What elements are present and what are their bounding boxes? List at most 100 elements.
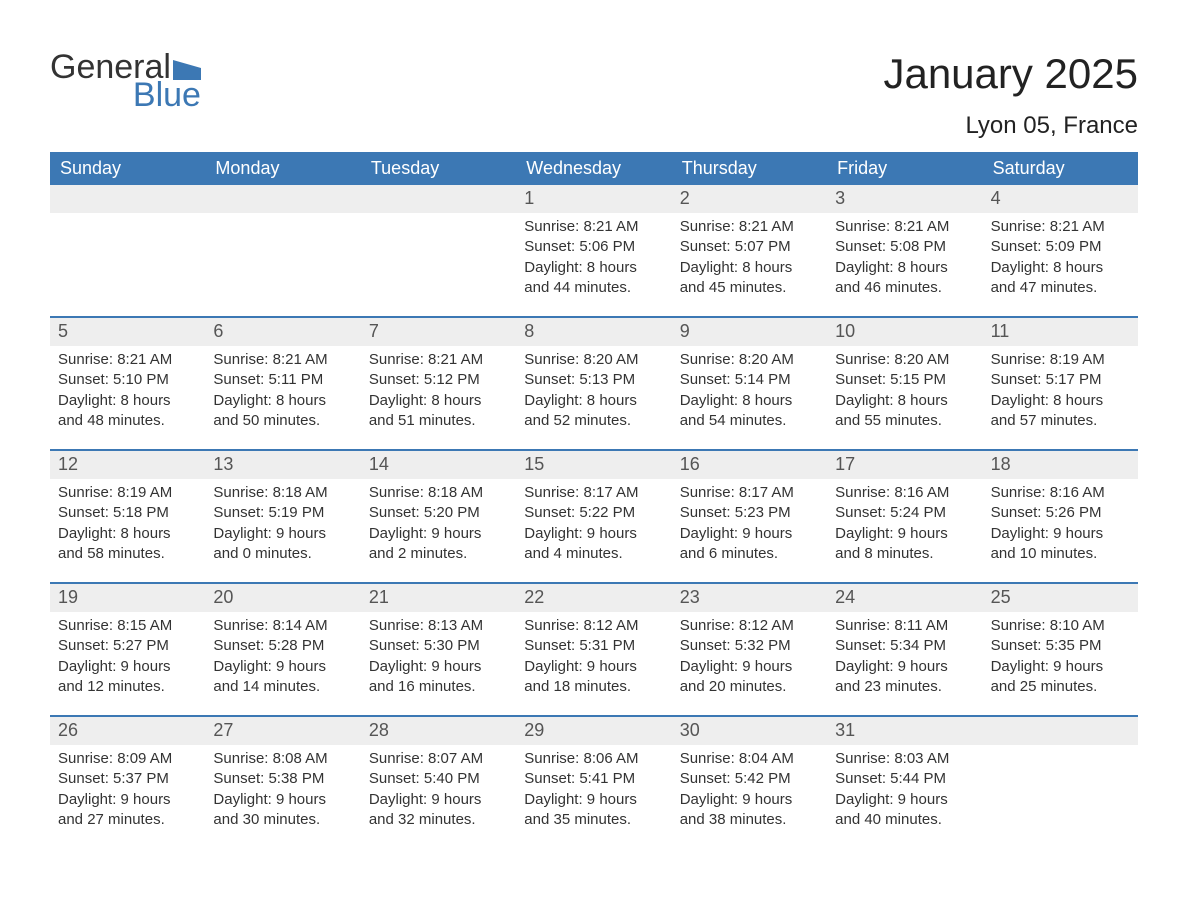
sunset-text: Sunset: 5:17 PM [991,370,1130,390]
week-row: 26Sunrise: 8:09 AMSunset: 5:37 PMDayligh… [50,715,1138,848]
day-body: Sunrise: 8:07 AMSunset: 5:40 PMDaylight:… [361,745,516,830]
weekday-header: Tuesday [361,152,516,185]
day-cell: 26Sunrise: 8:09 AMSunset: 5:37 PMDayligh… [50,717,205,848]
sunset-text: Sunset: 5:14 PM [680,370,819,390]
day-number: 29 [516,717,671,745]
sunset-text: Sunset: 5:08 PM [835,237,974,257]
sunrise-text: Sunrise: 8:21 AM [213,350,352,370]
day-body: Sunrise: 8:21 AMSunset: 5:09 PMDaylight:… [983,213,1138,298]
daylight-text: Daylight: 9 hours and 6 minutes. [680,524,819,565]
day-number: 28 [361,717,516,745]
daylight-text: Daylight: 8 hours and 47 minutes. [991,258,1130,299]
sunset-text: Sunset: 5:24 PM [835,503,974,523]
daylight-text: Daylight: 9 hours and 10 minutes. [991,524,1130,565]
daylight-text: Daylight: 8 hours and 46 minutes. [835,258,974,299]
sunset-text: Sunset: 5:09 PM [991,237,1130,257]
sunrise-text: Sunrise: 8:21 AM [524,217,663,237]
sunrise-text: Sunrise: 8:12 AM [680,616,819,636]
day-cell: 17 Sunrise: 8:16 AMSunset: 5:24 PMDayligh… [827,451,982,582]
weekday-header: Saturday [983,152,1138,185]
weekday-header: Sunday [50,152,205,185]
month-title: January 2025 [883,50,1138,98]
daylight-text: Daylight: 9 hours and 4 minutes. [524,524,663,565]
day-body: Sunrise: 8:20 AMSunset: 5:14 PMDaylight:… [672,346,827,431]
daylight-text: Daylight: 9 hours and 0 minutes. [213,524,352,565]
daylight-text: Daylight: 9 hours and 12 minutes. [58,657,197,698]
sunrise-text: Sunrise: 8:14 AM [213,616,352,636]
sunset-text: Sunset: 5:20 PM [369,503,508,523]
sunset-text: Sunset: 5:34 PM [835,636,974,656]
daylight-text: Daylight: 8 hours and 52 minutes. [524,391,663,432]
sunrise-text: Sunrise: 8:15 AM [58,616,197,636]
day-number: 1 [516,185,671,213]
day-number: 31 [827,717,982,745]
page: General Blue January 2025 Lyon 05, Franc… [0,0,1188,918]
day-number: 20 [205,584,360,612]
day-number: 30 [672,717,827,745]
day-body [983,745,1138,749]
sunset-text: Sunset: 5:40 PM [369,769,508,789]
sunrise-text: Sunrise: 8:09 AM [58,749,197,769]
day-number: 4 [983,185,1138,213]
daylight-text: Daylight: 8 hours and 58 minutes. [58,524,197,565]
day-body: Sunrise: 8:12 AMSunset: 5:31 PMDaylight:… [516,612,671,697]
sunrise-text: Sunrise: 8:16 AM [835,483,974,503]
day-cell: 19 Sunrise: 8:15 AMSunset: 5:27 PMDayligh… [50,584,205,715]
daylight-text: Daylight: 9 hours and 18 minutes. [524,657,663,698]
daylight-text: Daylight: 9 hours and 40 minutes. [835,790,974,831]
sunrise-text: Sunrise: 8:21 AM [58,350,197,370]
day-body: Sunrise: 8:21 AMSunset: 5:06 PMDaylight:… [516,213,671,298]
day-number: 18 [983,451,1138,479]
day-number: 17 [827,451,982,479]
day-number: 19 [50,584,205,612]
sunrise-text: Sunrise: 8:21 AM [369,350,508,370]
day-body: Sunrise: 8:04 AMSunset: 5:42 PMDaylight:… [672,745,827,830]
day-cell [50,185,205,316]
daylight-text: Daylight: 9 hours and 27 minutes. [58,790,197,831]
sunset-text: Sunset: 5:28 PM [213,636,352,656]
sunset-text: Sunset: 5:22 PM [524,503,663,523]
calendar: SundayMondayTuesdayWednesdayThursdayFrid… [50,152,1138,848]
sunrise-text: Sunrise: 8:20 AM [835,350,974,370]
sunset-text: Sunset: 5:31 PM [524,636,663,656]
day-body: Sunrise: 8:09 AMSunset: 5:37 PMDaylight:… [50,745,205,830]
day-cell: 2Sunrise: 8:21 AMSunset: 5:07 PMDaylight… [672,185,827,316]
day-cell: 22Sunrise: 8:12 AMSunset: 5:31 PMDayligh… [516,584,671,715]
sunrise-text: Sunrise: 8:19 AM [58,483,197,503]
weekday-header: Thursday [672,152,827,185]
sunset-text: Sunset: 5:41 PM [524,769,663,789]
week-row: 12Sunrise: 8:19 AMSunset: 5:18 PMDayligh… [50,449,1138,582]
day-body: Sunrise: 8:17 AMSunset: 5:22 PMDaylight:… [516,479,671,564]
day-cell: 3Sunrise: 8:21 AMSunset: 5:08 PMDaylight… [827,185,982,316]
day-body: Sunrise: 8:19 AMSunset: 5:18 PMDaylight:… [50,479,205,564]
day-body: Sunrise: 8:21 AMSunset: 5:11 PMDaylight:… [205,346,360,431]
day-number: 6 [205,318,360,346]
day-body [205,213,360,217]
day-body: Sunrise: 8:14 AMSunset: 5:28 PMDaylight:… [205,612,360,697]
sunrise-text: Sunrise: 8:18 AM [369,483,508,503]
sunrise-text: Sunrise: 8:10 AM [991,616,1130,636]
daylight-text: Daylight: 9 hours and 8 minutes. [835,524,974,565]
daylight-text: Daylight: 8 hours and 50 minutes. [213,391,352,432]
day-cell: 31Sunrise: 8:03 AMSunset: 5:44 PMDayligh… [827,717,982,848]
day-body: Sunrise: 8:17 AMSunset: 5:23 PMDaylight:… [672,479,827,564]
sunrise-text: Sunrise: 8:21 AM [835,217,974,237]
sunset-text: Sunset: 5:38 PM [213,769,352,789]
sunset-text: Sunset: 5:37 PM [58,769,197,789]
daylight-text: Daylight: 9 hours and 35 minutes. [524,790,663,831]
day-number: 21 [361,584,516,612]
day-cell: 25Sunrise: 8:10 AMSunset: 5:35 PMDayligh… [983,584,1138,715]
day-body: Sunrise: 8:08 AMSunset: 5:38 PMDaylight:… [205,745,360,830]
day-number: 12 [50,451,205,479]
sunset-text: Sunset: 5:27 PM [58,636,197,656]
daylight-text: Daylight: 9 hours and 38 minutes. [680,790,819,831]
day-number [205,185,360,213]
day-number: 16 [672,451,827,479]
sunrise-text: Sunrise: 8:04 AM [680,749,819,769]
title-block: January 2025 Lyon 05, France [883,50,1138,140]
day-cell: 11Sunrise: 8:19 AMSunset: 5:17 PMDayligh… [983,318,1138,449]
sunset-text: Sunset: 5:18 PM [58,503,197,523]
day-body: Sunrise: 8:21 AMSunset: 5:08 PMDaylight:… [827,213,982,298]
day-number: 25 [983,584,1138,612]
day-body: Sunrise: 8:13 AMSunset: 5:30 PMDaylight:… [361,612,516,697]
